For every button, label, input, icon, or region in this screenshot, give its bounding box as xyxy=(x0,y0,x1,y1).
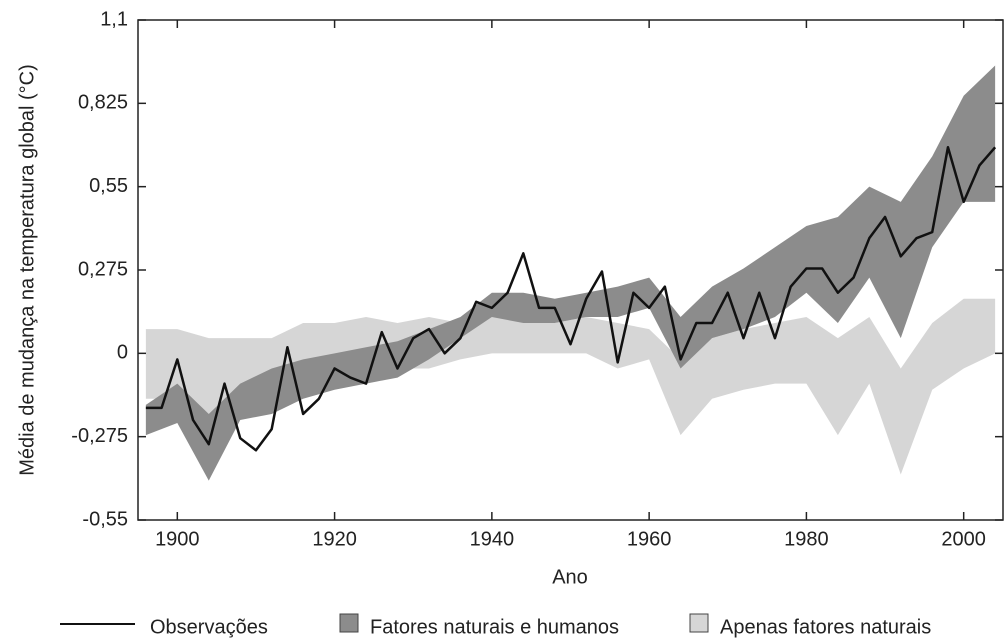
y-tick-label: 1,1 xyxy=(100,8,128,30)
y-tick-label: 0 xyxy=(117,342,128,364)
y-tick-label: -0,275 xyxy=(71,425,128,447)
x-tick-label: 1920 xyxy=(312,528,357,550)
x-tick-label: 1960 xyxy=(627,528,672,550)
band-area xyxy=(145,65,996,481)
legend-label: Observações xyxy=(150,616,268,638)
x-tick-label: 1900 xyxy=(155,528,200,550)
legend-label: Apenas fatores naturais xyxy=(720,616,931,638)
y-axis-label: Média de mudança na temperatura global (… xyxy=(16,64,38,476)
legend-swatch xyxy=(689,613,709,633)
x-tick-label: 2000 xyxy=(941,528,986,550)
y-tick-label: 0,825 xyxy=(78,92,128,114)
band-area xyxy=(145,298,996,475)
legend-label: Fatores naturais e humanos xyxy=(370,616,619,638)
x-tick-label: 1940 xyxy=(470,528,515,550)
x-axis-label: Ano xyxy=(552,566,588,588)
y-tick-label: 0,55 xyxy=(89,175,128,197)
legend-swatch xyxy=(339,613,359,633)
y-tick-label: 0,275 xyxy=(78,258,128,280)
y-tick-label: -0,55 xyxy=(82,508,128,530)
observation-line xyxy=(145,146,997,452)
x-tick-label: 1980 xyxy=(784,528,829,550)
